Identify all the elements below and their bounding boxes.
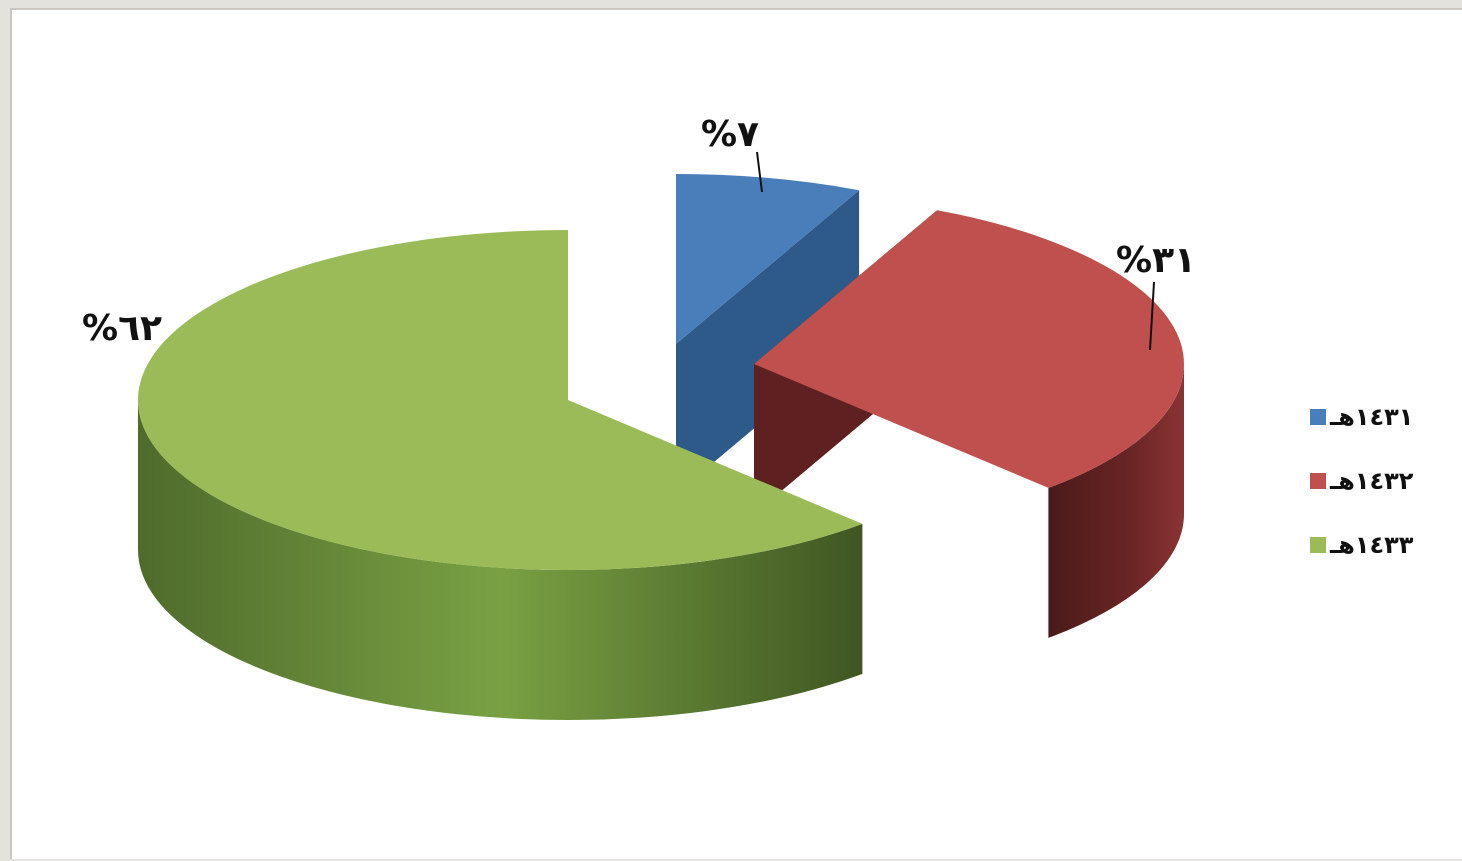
- legend-label-1432: ١٤٣٢هـ: [1330, 467, 1414, 495]
- pie-top-1431: [676, 174, 860, 344]
- slice-label-1433: %٦٢: [82, 308, 162, 349]
- legend-swatch-1433: [1310, 537, 1326, 553]
- pie-wall-1431: [676, 190, 860, 494]
- pie-chart: %٦٢ %٧ %٣١: [82, 114, 1196, 720]
- pie-top-1432: [754, 210, 1184, 488]
- legend-swatch-1431: [1310, 409, 1326, 425]
- pie-side-1433: [138, 400, 863, 720]
- pie-slice-1431: [676, 174, 860, 494]
- legend-item-1433: ١٤٣٣هـ: [1310, 530, 1413, 560]
- legend-item-1431: ١٤٣١هـ: [1310, 402, 1413, 432]
- pie-slice-1432: [754, 210, 1184, 638]
- pie-top-1433: [137, 230, 863, 570]
- legend-swatch-1432: [1310, 473, 1326, 489]
- legend: ١٤٣١هـ ١٤٣٢هـ ١٤٣٣هـ: [1310, 402, 1413, 560]
- pie-side-1432: [1048, 364, 1184, 638]
- leader-line-1431: [756, 151, 763, 193]
- chart-frame: %٦٢ %٧ %٣١ ١٤٣١هـ ١٤٣٢هـ ١٤٣٣هـ: [10, 8, 1462, 859]
- slice-label-1431: %٧: [701, 114, 759, 155]
- legend-label-1431: ١٤٣١هـ: [1330, 403, 1414, 431]
- pie-slice-1433: [137, 230, 863, 720]
- legend-item-1432: ١٤٣٢هـ: [1310, 466, 1413, 496]
- leader-line-1432: [1149, 281, 1155, 351]
- legend-label-1433: ١٤٣٣هـ: [1330, 531, 1414, 559]
- slice-label-1432: %٣١: [1116, 240, 1196, 281]
